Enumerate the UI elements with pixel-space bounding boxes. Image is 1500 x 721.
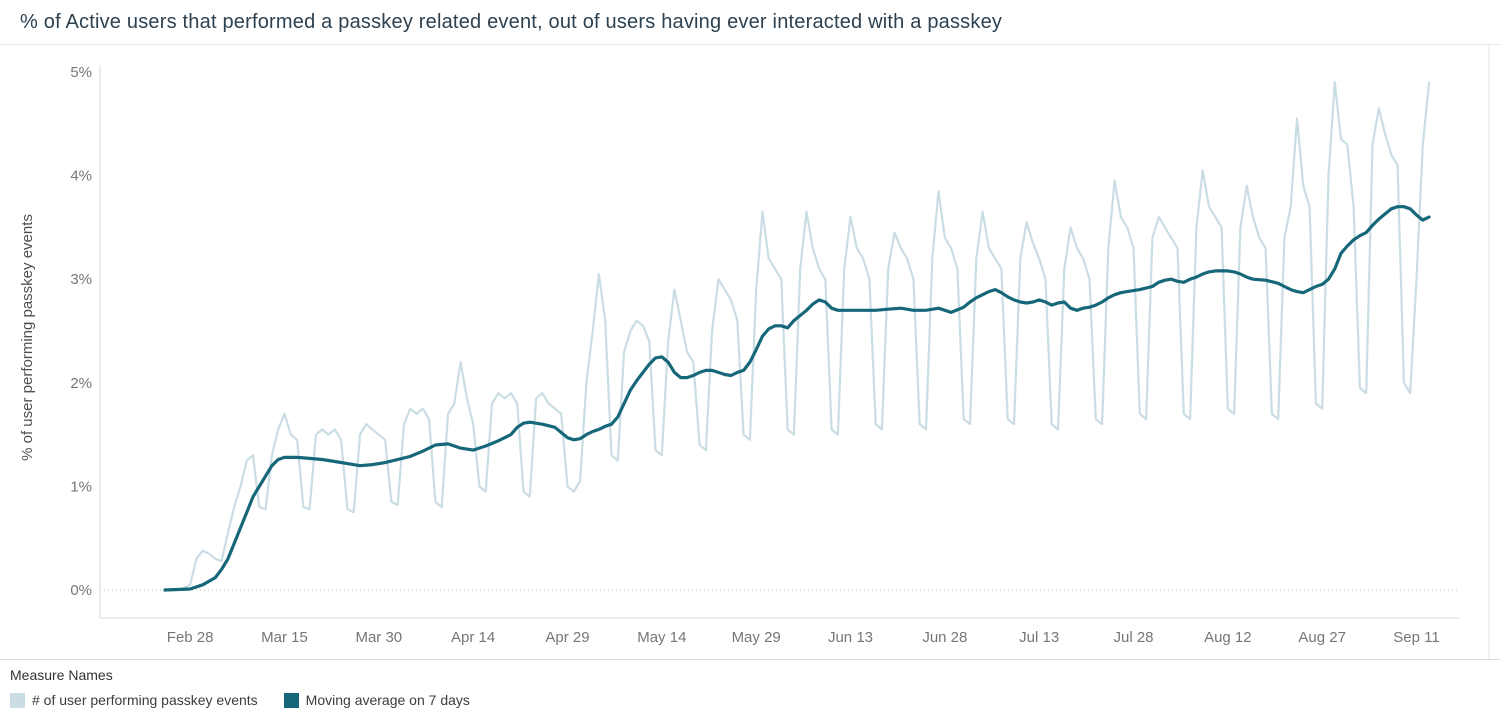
x-tick-label: May 29 — [732, 629, 781, 646]
x-tick-label: Jun 28 — [922, 629, 967, 646]
legend-item-label: Moving average on 7 days — [305, 692, 470, 708]
x-tick-label: Aug 27 — [1298, 629, 1346, 646]
x-tick-label: Mar 15 — [261, 629, 308, 646]
daily-series-swatch-icon — [10, 692, 25, 708]
y-tick-label: 0% — [70, 582, 92, 599]
chart-area: 0% 1% 2% 3% 4% 5% % of user performing passkey… — [0, 45, 1500, 660]
x-tick-label: Jun 13 — [828, 629, 873, 646]
x-tick-label: Aug 12 — [1204, 629, 1252, 646]
legend: Measure Names # of user performing passk… — [0, 660, 1500, 708]
y-tick-label: 4% — [70, 168, 92, 185]
x-tick-label: Sep 11 — [1393, 629, 1439, 646]
y-tick-label: 3% — [70, 271, 92, 288]
legend-item-label: # of user performing passkey events — [32, 692, 258, 708]
x-tick-label: Apr 14 — [451, 629, 495, 646]
x-tick-label: Mar 30 — [355, 629, 402, 646]
legend-item-moving-average[interactable]: Moving average on 7 days — [283, 692, 470, 708]
moving-average-swatch-icon — [283, 692, 299, 708]
legend-heading: Measure Names — [10, 667, 113, 683]
legend-item-daily-series[interactable]: # of user performing passkey events — [10, 692, 258, 708]
x-tick-label: Apr 29 — [545, 629, 589, 646]
page-title: % of Active users that performed a passk… — [20, 11, 1003, 33]
y-tick-label: 5% — [70, 64, 92, 81]
daily-series-line[interactable] — [163, 81, 1431, 592]
legend-items: # of user performing passkey events Movi… — [10, 692, 1500, 708]
title-bar: % of Active users that performed a passk… — [0, 0, 1500, 45]
passkey-events-chart[interactable]: 0% 1% 2% 3% 4% 5% % of user performing passkey… — [0, 45, 1500, 659]
x-tick-label: Feb 28 — [167, 629, 214, 646]
x-tick-label: Jul 13 — [1019, 629, 1059, 646]
moving-average-line[interactable] — [163, 205, 1431, 592]
y-tick-label: 2% — [70, 375, 92, 392]
y-tick-label: 1% — [70, 478, 92, 495]
y-axis-title: % of user performing passkey events — [19, 214, 36, 461]
x-tick-label: May 14 — [637, 629, 686, 646]
x-tick-label: Jul 28 — [1113, 629, 1153, 646]
